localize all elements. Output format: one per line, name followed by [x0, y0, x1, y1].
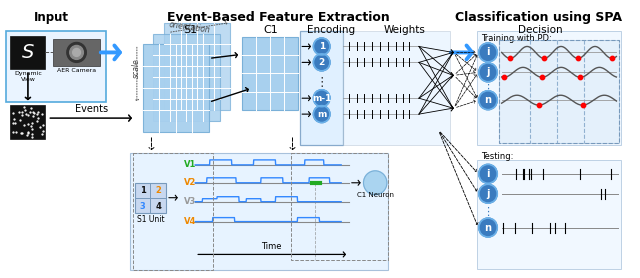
Circle shape: [314, 90, 330, 107]
Text: C1: C1: [264, 24, 278, 34]
Text: C1 Neuron: C1 Neuron: [356, 192, 394, 198]
Text: Training with PD:: Training with PD:: [481, 34, 552, 43]
Text: V2: V2: [184, 178, 196, 187]
Text: ⋮: ⋮: [483, 84, 493, 94]
Bar: [242, 36, 298, 110]
Text: scale: scale: [132, 58, 141, 78]
Bar: [10, 36, 45, 69]
Circle shape: [479, 164, 497, 183]
Bar: [133, 153, 212, 270]
Text: AER Camera: AER Camera: [57, 68, 96, 73]
Text: Decision: Decision: [518, 24, 563, 34]
Bar: [499, 41, 620, 143]
Text: $S$: $S$: [21, 43, 35, 62]
Text: 3: 3: [140, 202, 145, 211]
Text: Encoding: Encoding: [307, 24, 355, 34]
Circle shape: [479, 218, 497, 237]
Bar: [143, 44, 209, 132]
Point: [537, 75, 547, 80]
Text: 2: 2: [319, 58, 325, 67]
Circle shape: [314, 106, 330, 123]
Circle shape: [73, 48, 81, 56]
Point: [505, 56, 515, 61]
Text: Events: Events: [75, 104, 108, 114]
Text: n: n: [484, 223, 492, 233]
Text: V4: V4: [184, 217, 196, 226]
Text: Event-Based Feature Extraction: Event-Based Feature Extraction: [166, 11, 389, 24]
Bar: [477, 31, 621, 145]
Text: S1: S1: [183, 24, 197, 34]
Circle shape: [70, 46, 83, 59]
Text: 2: 2: [156, 186, 161, 195]
Point: [499, 75, 509, 80]
Bar: [53, 39, 100, 66]
Circle shape: [67, 43, 86, 62]
Bar: [499, 41, 620, 143]
Text: Weights: Weights: [383, 24, 426, 34]
Point: [573, 56, 583, 61]
Text: ⋮: ⋮: [483, 207, 493, 217]
Bar: [154, 34, 220, 121]
Point: [607, 56, 617, 61]
Bar: [477, 160, 621, 269]
Circle shape: [479, 43, 497, 62]
Text: Time: Time: [261, 242, 282, 251]
Text: i: i: [486, 169, 490, 179]
Bar: [130, 153, 388, 270]
Text: Input: Input: [34, 11, 68, 24]
Bar: [6, 31, 106, 102]
Circle shape: [314, 54, 330, 71]
Text: j: j: [486, 67, 490, 77]
Bar: [291, 153, 388, 260]
Text: Dynamic
View: Dynamic View: [14, 71, 42, 82]
Text: n: n: [484, 95, 492, 105]
Circle shape: [479, 91, 497, 110]
Circle shape: [314, 38, 330, 55]
Point: [534, 103, 544, 107]
Bar: [164, 23, 230, 110]
Text: i: i: [486, 48, 490, 58]
Point: [577, 103, 588, 107]
Bar: [300, 31, 343, 145]
Circle shape: [479, 63, 497, 82]
Text: 1: 1: [140, 186, 146, 195]
Text: ⋮: ⋮: [316, 76, 328, 89]
Text: Classification using SPA: Classification using SPA: [455, 11, 622, 24]
Text: 1: 1: [319, 42, 325, 51]
Text: orientation: orientation: [168, 20, 211, 34]
Bar: [10, 105, 45, 139]
Text: m-1: m-1: [312, 94, 332, 103]
Text: j: j: [486, 189, 490, 199]
Circle shape: [479, 184, 497, 203]
Text: S1 Unit: S1 Unit: [137, 215, 164, 224]
Text: V1: V1: [184, 160, 196, 169]
Bar: [135, 183, 166, 213]
Point: [575, 75, 586, 80]
Point: [539, 56, 549, 61]
Text: V3: V3: [184, 197, 196, 206]
Bar: [343, 31, 450, 145]
Text: m: m: [317, 110, 326, 119]
Text: Testing:: Testing:: [481, 152, 513, 161]
Text: 4: 4: [156, 202, 161, 211]
Circle shape: [364, 171, 387, 195]
